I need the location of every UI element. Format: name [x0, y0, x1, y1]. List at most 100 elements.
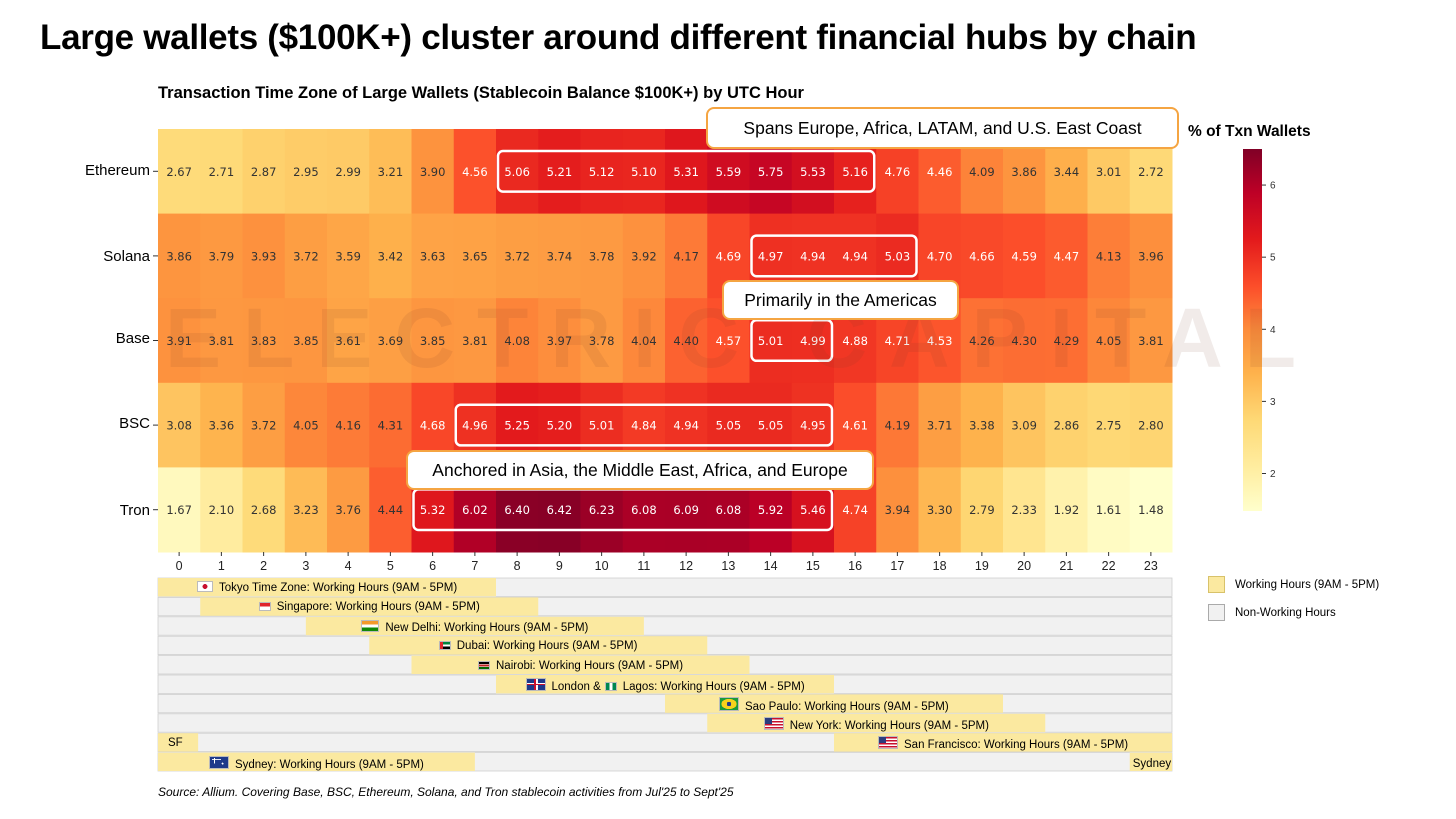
heat-cell-solana-7 — [453, 213, 497, 299]
x-tick-label-18: 18 — [933, 559, 947, 573]
highlight-box-solana — [750, 234, 918, 278]
source-note: Source: Allium. Covering Base, BSC, Ethe… — [158, 785, 734, 799]
x-tick-label-17: 17 — [890, 559, 904, 573]
heat-value-tron-5: 4.44 — [378, 503, 404, 517]
tz-wrap-label-sydney: Sydney — [1132, 757, 1172, 770]
heat-value-tron-19: 2.79 — [969, 503, 995, 517]
heat-cell-ethereum-4 — [327, 129, 370, 215]
tz-working-bar-0 — [158, 578, 496, 597]
colorbar-gradient — [1243, 149, 1262, 511]
heat-value-bsc-16: 4.61 — [842, 419, 868, 433]
heat-cell-solana-3 — [284, 213, 328, 299]
heat-cell-tron-4 — [327, 467, 370, 553]
x-tick-label-3: 3 — [302, 559, 309, 573]
colorbar-tick-label-4: 4 — [1270, 325, 1276, 336]
heat-value-solana-15: 4.94 — [800, 249, 826, 263]
x-tick-label-23: 23 — [1144, 559, 1158, 573]
heat-cell-ethereum-0 — [158, 129, 201, 215]
heat-cell-tron-17 — [876, 467, 919, 553]
heat-cell-ethereum-11 — [622, 129, 666, 215]
heat-value-ethereum-18: 4.46 — [927, 165, 953, 179]
heat-cell-base-8 — [496, 298, 539, 384]
heat-cell-bsc-19 — [960, 382, 1004, 468]
tz-working-bar-6 — [665, 694, 1003, 713]
heat-value-ethereum-12: 5.31 — [673, 165, 699, 179]
heat-value-ethereum-13: 5.59 — [716, 165, 742, 179]
highlight-box-ethereum — [496, 149, 876, 193]
colorbar-tick-label-6: 6 — [1270, 181, 1276, 192]
heat-cell-base-21 — [1045, 298, 1088, 384]
heat-value-ethereum-17: 4.76 — [885, 165, 911, 179]
heat-value-base-7: 3.81 — [462, 334, 488, 348]
heat-value-ethereum-0: 2.67 — [166, 165, 192, 179]
heat-value-base-17: 4.71 — [885, 334, 911, 348]
heat-value-bsc-5: 4.31 — [378, 419, 404, 433]
x-tick-label-8: 8 — [514, 559, 521, 573]
heat-cell-base-1 — [200, 298, 243, 384]
heat-value-solana-14: 4.97 — [758, 249, 784, 263]
heat-value-solana-0: 3.86 — [166, 249, 192, 263]
heat-value-tron-13: 6.08 — [716, 503, 742, 517]
heat-cell-tron-0 — [158, 467, 201, 553]
x-tick-label-15: 15 — [806, 559, 820, 573]
heat-value-ethereum-1: 2.71 — [209, 165, 235, 179]
heat-cell-tron-21 — [1045, 467, 1088, 553]
heat-cell-base-0 — [158, 298, 201, 384]
heat-cell-tron-5 — [369, 467, 412, 553]
heat-value-tron-4: 3.76 — [335, 503, 361, 517]
heat-value-base-21: 4.29 — [1054, 334, 1080, 348]
heat-value-ethereum-4: 2.99 — [335, 165, 361, 179]
heat-cell-base-7 — [453, 298, 497, 384]
heat-cell-solana-6 — [411, 213, 455, 299]
heat-cell-ethereum-10 — [580, 129, 624, 215]
heat-cell-ethereum-8 — [496, 129, 539, 215]
legend-nonworking-label: Non-Working Hours — [1235, 607, 1336, 619]
x-tick-label-7: 7 — [471, 559, 478, 573]
flag-br-icon — [719, 697, 739, 712]
heat-cell-base-12 — [665, 298, 708, 384]
heat-value-solana-17: 5.03 — [885, 249, 911, 263]
heat-value-base-15: 4.99 — [800, 334, 826, 348]
heat-value-base-4: 3.61 — [335, 334, 361, 348]
heat-cell-solana-4 — [327, 213, 370, 299]
heat-value-base-8: 4.08 — [504, 334, 530, 348]
heat-value-bsc-11: 4.84 — [631, 419, 657, 433]
heat-value-bsc-15: 4.95 — [800, 419, 826, 433]
heat-value-bsc-7: 4.96 — [462, 419, 488, 433]
heat-cell-ethereum-2 — [242, 129, 286, 215]
flag-in-icon — [361, 619, 380, 632]
heat-cell-tron-18 — [918, 467, 962, 553]
tz-working-bar-2 — [305, 616, 644, 636]
heat-cell-bsc-21 — [1045, 382, 1088, 468]
heat-value-solana-22: 4.13 — [1096, 249, 1122, 263]
tz-label-2: New Delhi: Working Hours (9AM - 5PM) — [361, 619, 588, 635]
heat-value-base-10: 3.78 — [589, 334, 615, 348]
heat-value-tron-14: 5.92 — [758, 503, 784, 517]
legend-working-label: Working Hours (9AM - 5PM) — [1235, 579, 1380, 591]
flag-ng-icon — [604, 682, 617, 691]
x-tick-label-22: 22 — [1102, 559, 1116, 573]
x-tick-label-10: 10 — [595, 559, 609, 573]
tz-label-3: Dubai: Working Hours (9AM - 5PM) — [438, 639, 637, 653]
heat-value-base-3: 3.85 — [293, 334, 319, 348]
heat-value-base-9: 3.97 — [547, 334, 573, 348]
heat-value-base-14: 5.01 — [758, 334, 784, 348]
heat-value-solana-21: 4.47 — [1054, 249, 1080, 263]
heat-value-solana-1: 3.79 — [209, 249, 235, 263]
heat-cell-tron-22 — [1087, 467, 1131, 553]
heat-value-tron-20: 2.33 — [1011, 503, 1037, 517]
flag-ae-icon — [438, 641, 451, 651]
heat-value-solana-20: 4.59 — [1011, 249, 1037, 263]
heat-value-solana-18: 4.70 — [927, 249, 953, 263]
legend-nonworking-swatch — [1208, 604, 1225, 621]
heat-value-ethereum-23: 2.72 — [1138, 165, 1164, 179]
x-tick-label-11: 11 — [637, 559, 650, 573]
heat-value-ethereum-16: 5.16 — [842, 165, 868, 179]
heat-value-bsc-17: 4.19 — [885, 419, 911, 433]
x-tick-label-4: 4 — [345, 559, 352, 573]
heat-cell-tron-2 — [242, 467, 286, 553]
annotation-ethereum: Spans Europe, Africa, LATAM, and U.S. Ea… — [706, 107, 1179, 149]
heat-value-solana-19: 4.66 — [969, 249, 995, 263]
tz-working-bar-1 — [200, 597, 539, 616]
